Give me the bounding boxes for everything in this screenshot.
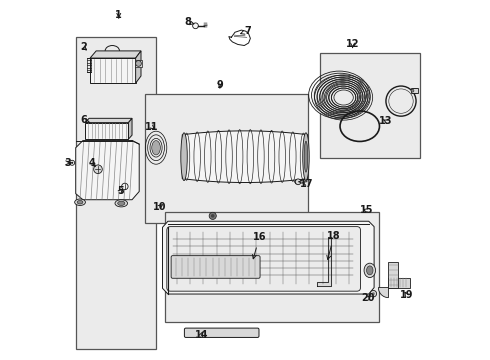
- Text: 6: 6: [80, 115, 90, 125]
- Ellipse shape: [77, 201, 83, 204]
- Circle shape: [211, 214, 215, 218]
- Circle shape: [70, 160, 74, 165]
- Polygon shape: [182, 131, 308, 183]
- Text: 17: 17: [300, 179, 314, 189]
- Text: 2: 2: [80, 42, 87, 52]
- Circle shape: [94, 165, 102, 174]
- FancyBboxPatch shape: [76, 37, 156, 348]
- Ellipse shape: [304, 141, 308, 172]
- Ellipse shape: [367, 266, 373, 275]
- FancyBboxPatch shape: [167, 226, 361, 291]
- Ellipse shape: [364, 263, 375, 278]
- FancyBboxPatch shape: [135, 60, 143, 67]
- Polygon shape: [85, 123, 128, 139]
- Text: 16: 16: [252, 232, 266, 259]
- Polygon shape: [163, 221, 374, 294]
- Text: 4: 4: [89, 158, 96, 168]
- FancyArrowPatch shape: [299, 180, 302, 184]
- Text: 3: 3: [65, 158, 71, 168]
- Polygon shape: [76, 140, 139, 200]
- FancyBboxPatch shape: [389, 262, 398, 288]
- Polygon shape: [90, 58, 136, 83]
- Polygon shape: [85, 118, 132, 123]
- FancyBboxPatch shape: [166, 212, 379, 321]
- FancyBboxPatch shape: [411, 88, 418, 93]
- Text: 19: 19: [400, 291, 414, 301]
- Ellipse shape: [295, 179, 301, 185]
- Text: 20: 20: [361, 293, 374, 303]
- Ellipse shape: [303, 133, 309, 181]
- Text: 7: 7: [241, 26, 251, 36]
- Ellipse shape: [312, 74, 375, 121]
- FancyBboxPatch shape: [320, 53, 420, 158]
- Text: 5: 5: [117, 186, 123, 197]
- Text: 11: 11: [145, 122, 158, 132]
- Ellipse shape: [115, 200, 127, 207]
- Polygon shape: [317, 237, 331, 286]
- Polygon shape: [90, 51, 141, 58]
- Polygon shape: [136, 51, 141, 83]
- Circle shape: [122, 183, 128, 190]
- Circle shape: [411, 89, 414, 92]
- Ellipse shape: [181, 133, 187, 181]
- Text: 12: 12: [346, 40, 359, 49]
- Text: 10: 10: [153, 202, 167, 212]
- FancyBboxPatch shape: [171, 256, 260, 278]
- FancyBboxPatch shape: [389, 278, 410, 288]
- Circle shape: [136, 60, 141, 66]
- Circle shape: [209, 212, 216, 220]
- Text: 1: 1: [115, 10, 122, 20]
- Text: 15: 15: [360, 206, 374, 216]
- Text: 9: 9: [217, 80, 223, 90]
- Polygon shape: [128, 118, 132, 139]
- Wedge shape: [378, 288, 389, 298]
- Text: 8: 8: [184, 17, 194, 27]
- Circle shape: [370, 291, 377, 297]
- Ellipse shape: [74, 199, 85, 206]
- Text: 18: 18: [327, 231, 341, 260]
- Text: 13: 13: [379, 116, 392, 126]
- Circle shape: [71, 162, 73, 164]
- Circle shape: [193, 23, 198, 29]
- Ellipse shape: [118, 201, 125, 206]
- Ellipse shape: [152, 140, 160, 155]
- FancyBboxPatch shape: [145, 94, 308, 223]
- FancyBboxPatch shape: [184, 328, 259, 337]
- Text: 14: 14: [195, 330, 208, 340]
- Circle shape: [372, 292, 375, 295]
